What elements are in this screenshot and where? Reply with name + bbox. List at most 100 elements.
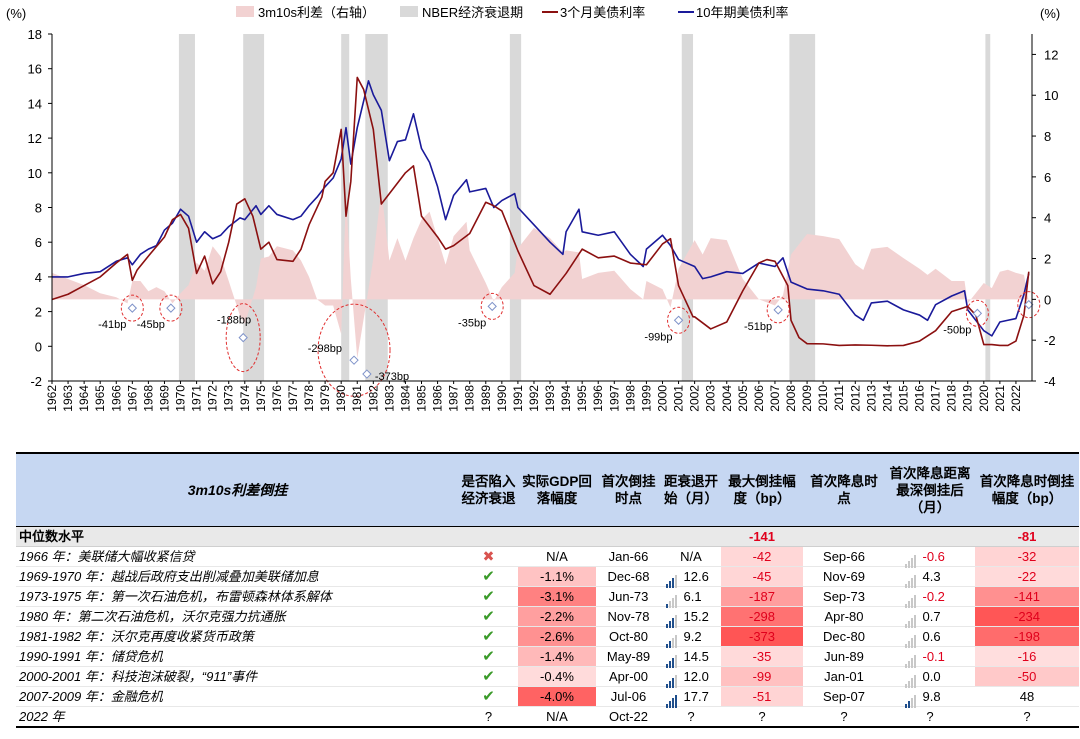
signal-bars-icon bbox=[904, 589, 918, 608]
signal-bars-icon bbox=[665, 669, 679, 688]
x-tick-label: 1977 bbox=[286, 385, 300, 412]
recession-cell: ✔ bbox=[459, 586, 518, 607]
x-tick-label: 1994 bbox=[559, 385, 573, 412]
x-tick-label: 1999 bbox=[639, 385, 653, 412]
months-value: 12.0 bbox=[683, 669, 709, 684]
recession-band bbox=[509, 34, 522, 381]
signal-bars-icon bbox=[665, 649, 679, 668]
x-tick-label: 2019 bbox=[961, 385, 975, 412]
max-inversion-cell: -35 bbox=[721, 646, 803, 667]
table-row: 1981-1982 年：沃尔克再度收紧货币政策 ✔ -2.6% Oct-80 9.2 -3… bbox=[16, 626, 1079, 648]
x-tick-label: 1980 bbox=[334, 385, 348, 412]
x-tick-label: 2020 bbox=[977, 385, 991, 412]
x-tick-label: 1996 bbox=[591, 385, 605, 412]
first-inversion-cell: Jul-06 bbox=[596, 686, 661, 707]
legend-label: 10年期美债利率 bbox=[696, 5, 788, 20]
x-tick-label: 1974 bbox=[238, 385, 252, 412]
x-tick-label: 1984 bbox=[398, 385, 412, 412]
header-inversion: 3m10s利差倒挂 bbox=[16, 452, 459, 527]
cut-months-cell: -0.1 bbox=[885, 646, 975, 668]
max-inversion-cell: -298 bbox=[721, 606, 803, 627]
legend-label: NBER经济衰退期 bbox=[422, 5, 523, 20]
inversion-label: -45bp bbox=[137, 319, 165, 331]
x-tick-label: 1983 bbox=[382, 385, 396, 412]
gdp-cell: -2.2% bbox=[518, 606, 596, 627]
gdp-cell: -2.6% bbox=[518, 626, 596, 647]
signal-bars-icon bbox=[904, 689, 918, 708]
max-inversion-cell: -42 bbox=[721, 546, 803, 567]
ten-year-yield-line bbox=[52, 80, 1030, 337]
cut-months-cell: 0.0 bbox=[885, 666, 975, 688]
x-tick-label: 2018 bbox=[945, 385, 959, 412]
months-value: 14.5 bbox=[683, 649, 709, 664]
inversion-label: -41bp bbox=[98, 319, 126, 331]
gdp-cell: -1.4% bbox=[518, 646, 596, 667]
inversion-highlight-circle bbox=[965, 299, 989, 327]
max-inversion-cell: -187 bbox=[721, 586, 803, 607]
months-value: ? bbox=[687, 709, 695, 724]
event-cell: 1980 年：第二次石油危机，沃尔克强力抗通胀 bbox=[16, 606, 459, 627]
cut-inversion-cell: -22 bbox=[975, 566, 1079, 587]
x-tick-label: 2003 bbox=[704, 385, 718, 412]
cut-months-value: -0.1 bbox=[922, 649, 945, 664]
cut-months-cell: -0.6 bbox=[885, 546, 975, 568]
first-inversion-cell: Oct-80 bbox=[596, 626, 661, 647]
months-value: 9.2 bbox=[683, 629, 702, 644]
first-inversion-cell: May-89 bbox=[596, 646, 661, 667]
inversion-label: -298bp bbox=[308, 343, 342, 355]
max-inversion-cell: ? bbox=[721, 706, 803, 728]
median-max-inversion: -141 bbox=[721, 526, 803, 547]
x-tick-label: 2005 bbox=[736, 385, 750, 412]
first-inversion-cell: Nov-78 bbox=[596, 606, 661, 627]
recession-cell: ✖ bbox=[459, 546, 518, 567]
cut-months-cell: 4.3 bbox=[885, 566, 975, 588]
signal-bars-icon bbox=[904, 569, 918, 588]
first-inversion-cell: Jun-73 bbox=[596, 586, 661, 607]
header-cut-inversion: 首次降息时倒挂幅度（bp） bbox=[975, 452, 1079, 527]
months-value: 12.6 bbox=[683, 569, 709, 584]
months-cell: 6.1 bbox=[661, 586, 721, 608]
left-unit-label: (%) bbox=[6, 6, 26, 21]
median-label: 中位数水平 bbox=[16, 526, 459, 547]
x-tick-label: 1963 bbox=[61, 385, 75, 412]
recession-band bbox=[985, 34, 991, 381]
x-tick-label: 1976 bbox=[270, 385, 284, 412]
cut-months-cell: ? bbox=[885, 706, 975, 728]
left-tick-label: 0 bbox=[35, 339, 42, 354]
max-inversion-cell: -45 bbox=[721, 566, 803, 587]
x-tick-label: 2017 bbox=[929, 385, 943, 412]
event-cell: 2007-2009 年：金融危机 bbox=[16, 686, 459, 707]
recession-band bbox=[365, 34, 388, 381]
cut-inversion-cell: 48 bbox=[975, 686, 1079, 707]
inversion-marker bbox=[127, 303, 138, 313]
inversion-label: -373bp bbox=[375, 371, 409, 383]
legend-label: 3m10s利差（右轴） bbox=[258, 5, 375, 20]
right-tick-label: 6 bbox=[1044, 170, 1051, 185]
x-tick-label: 1981 bbox=[350, 385, 364, 412]
x-tick-label: 1997 bbox=[607, 385, 621, 412]
header-months-to-recession: 距衰退开始（月） bbox=[661, 452, 721, 527]
cut-months-cell: -0.2 bbox=[885, 586, 975, 608]
inversion-label: -188bp bbox=[217, 315, 251, 327]
cut-inversion-cell: -16 bbox=[975, 646, 1079, 667]
inversion-marker bbox=[166, 303, 176, 313]
x-tick-label: 1969 bbox=[157, 385, 171, 412]
inversion-label: -35bp bbox=[458, 317, 486, 329]
months-value: 15.2 bbox=[683, 609, 709, 624]
x-tick-label: 2006 bbox=[752, 385, 766, 412]
signal-bars-icon bbox=[904, 629, 918, 648]
spread-area-series bbox=[52, 189, 1029, 359]
months-cell: 14.5 bbox=[661, 646, 721, 668]
gdp-cell: N/A bbox=[518, 546, 596, 567]
inversion-highlight-circle bbox=[120, 294, 144, 322]
table-header-row: 3m10s利差倒挂 是否陷入经济衰退 实际GDP回落幅度 首次倒挂时点 距衰退开… bbox=[16, 452, 1079, 527]
recession-cell: ✔ bbox=[459, 646, 518, 667]
inversion-highlight-circle bbox=[1017, 291, 1041, 319]
cut-months-cell: 0.7 bbox=[885, 606, 975, 628]
x-tick-label: 1987 bbox=[447, 385, 461, 412]
median-cut-inversion: -81 bbox=[975, 526, 1079, 547]
recession-band bbox=[681, 34, 694, 381]
inversion-highlight-circle bbox=[225, 303, 261, 373]
recession-cell: ✔ bbox=[459, 606, 518, 627]
first-cut-cell: Sep-73 bbox=[803, 586, 885, 607]
